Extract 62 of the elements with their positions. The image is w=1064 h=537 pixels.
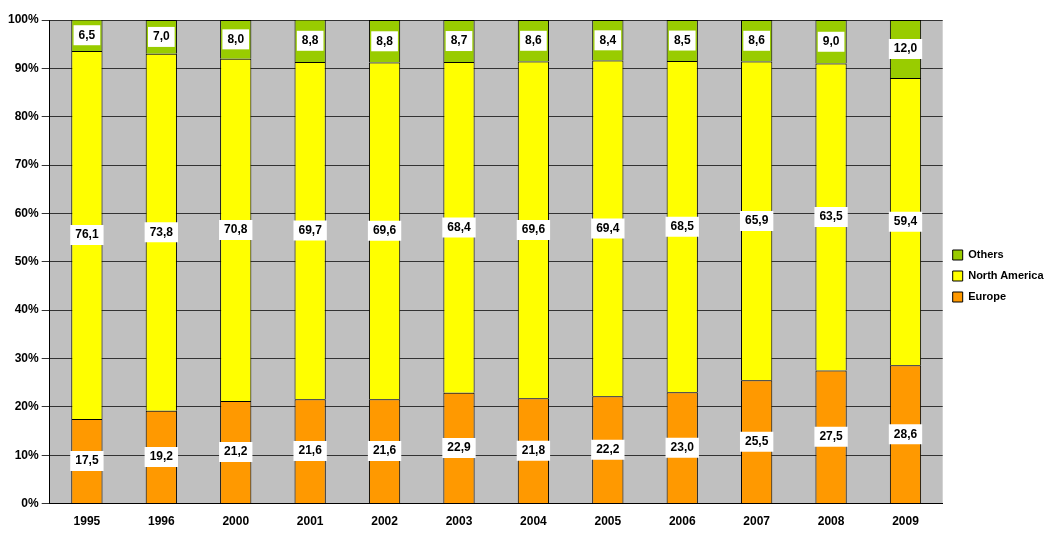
data-label: 21,6 [372, 443, 397, 458]
x-tick-label: 2002 [371, 514, 399, 529]
y-tick-label: 60% [14, 205, 40, 220]
data-label: 21,2 [224, 444, 248, 459]
data-label: 21,6 [298, 443, 323, 458]
y-tick-label: 30% [14, 350, 40, 365]
data-label: 12,0 [893, 41, 918, 56]
data-label: 8,8 [301, 33, 319, 48]
data-label: 25,5 [744, 434, 769, 448]
data-label: 68,4 [447, 219, 471, 234]
x-tick-label: 2001 [296, 514, 324, 529]
data-label: 69,7 [298, 222, 323, 237]
data-label: 6,5 [78, 27, 96, 42]
y-tick-label: 50% [14, 254, 40, 269]
x-tick-label: 2004 [520, 514, 548, 529]
data-label: 19,2 [149, 449, 174, 464]
y-tick-label: 100% [7, 12, 40, 27]
data-label: 69,6 [521, 222, 546, 237]
data-label: 8,8 [376, 33, 394, 48]
data-label: 23,0 [670, 440, 695, 455]
data-label: 21,8 [521, 442, 546, 457]
data-label: 65,9 [744, 213, 769, 228]
x-tick-label: 2005 [594, 514, 622, 529]
data-label: 8,4 [599, 32, 617, 47]
data-label: 73,8 [149, 224, 174, 239]
data-label: 22,2 [596, 441, 620, 456]
legend-label: Others [968, 248, 1004, 261]
y-tick-label: 90% [14, 60, 40, 75]
x-tick-label: 2009 [892, 514, 920, 529]
legend-label: Europe [968, 290, 1007, 303]
y-tick-label: 40% [14, 302, 40, 317]
y-tick-label: 70% [14, 157, 40, 172]
y-tick-label: 80% [14, 109, 40, 124]
x-tick-label: 2008 [817, 514, 845, 529]
data-label: 69,4 [596, 220, 620, 235]
data-label: 8,0 [227, 31, 245, 46]
data-label: 8,7 [450, 33, 468, 48]
x-tick-label: 1995 [73, 514, 101, 529]
x-tick-label: 2003 [445, 514, 473, 529]
y-tick-label: 10% [14, 447, 40, 462]
data-label: 68,5 [670, 219, 695, 234]
legend-label: North America [968, 269, 1045, 282]
data-label: 69,6 [372, 223, 397, 238]
data-label: 59,4 [893, 213, 918, 228]
data-label: 22,9 [447, 440, 471, 455]
data-label: 7,0 [152, 29, 170, 44]
data-label: 9,0 [822, 34, 840, 49]
x-tick-label: 2006 [668, 514, 696, 529]
data-label: 76,1 [75, 227, 99, 242]
y-tick-label: 20% [14, 399, 40, 414]
data-label: 8,6 [748, 33, 766, 48]
data-label: 63,5 [819, 209, 844, 224]
data-label: 17,5 [75, 453, 99, 468]
x-tick-label: 2007 [743, 514, 771, 529]
x-tick-label: 1996 [147, 514, 175, 529]
data-label: 8,5 [673, 32, 691, 47]
data-label: 28,6 [893, 426, 918, 441]
data-label: 8,6 [525, 33, 543, 48]
data-label: 27,5 [819, 429, 844, 444]
data-label: 70,8 [224, 222, 248, 237]
x-tick-label: 2000 [222, 514, 250, 529]
y-tick-label: 0% [21, 495, 40, 510]
